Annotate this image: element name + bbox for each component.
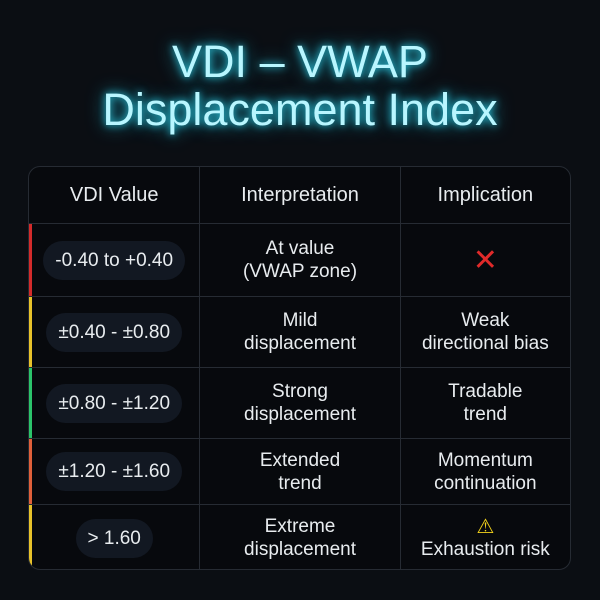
table-row: ±0.80 - ±1.20 Strong displacement Tradable… — [29, 367, 570, 438]
vdi-value-pill: ±0.40 - ±0.80 — [46, 312, 183, 352]
title-line-1: VDI – VWAP — [172, 36, 428, 87]
row-color-indicator — [29, 224, 32, 296]
table-row: ±0.40 - ±0.80 Mild displacement Weak direc… — [29, 296, 570, 367]
row-color-indicator — [29, 505, 32, 569]
vdi-value-pill: -0.40 to +0.40 — [43, 240, 186, 280]
title-line-2: Displacement Index — [102, 84, 498, 135]
warning-icon: ⚠ — [476, 515, 495, 538]
vdi-table: VDI Value Interpretation Implication -0.… — [28, 166, 571, 570]
interpretation-text: At value (VWAP zone) — [242, 238, 358, 282]
header-interpretation: Interpretation — [199, 167, 399, 223]
row-color-indicator — [29, 439, 32, 504]
interpretation-text: Extended trend — [259, 449, 341, 494]
implication-text: Tradable trend — [448, 381, 523, 425]
vdi-value-pill: ±0.80 - ±1.20 — [46, 383, 183, 423]
interpretation-text: Mild displacement — [244, 310, 356, 354]
vdi-value-pill: > 1.60 — [75, 518, 153, 558]
header-implication: Implication — [399, 167, 570, 223]
cross-icon: ✕ — [472, 243, 498, 277]
page-title: VDI – VWAP Displacement Index — [0, 38, 600, 134]
implication-text: Momentum continuation — [434, 449, 537, 494]
table-header: VDI Value Interpretation Implication — [29, 167, 570, 223]
interpretation-text: Strong displacement — [244, 381, 356, 425]
table-row: ±1.20 - ±1.60 Extended trend Momentum cont… — [29, 438, 570, 504]
table-row: > 1.60 Extreme displacement ⚠ Exhaustion ri… — [29, 504, 570, 569]
vdi-value-pill: ±1.20 - ±1.60 — [46, 452, 183, 491]
header-vdi-value: VDI Value — [69, 183, 159, 206]
row-color-indicator — [29, 297, 32, 367]
row-color-indicator — [29, 368, 32, 438]
interpretation-text: Extreme displacement — [244, 516, 356, 560]
implication-text: Weak directional bias — [421, 310, 549, 354]
table-row: -0.40 to +0.40 At value (VWAP zone) ✕ — [29, 223, 570, 296]
implication-text: Exhaustion risk — [420, 538, 550, 560]
